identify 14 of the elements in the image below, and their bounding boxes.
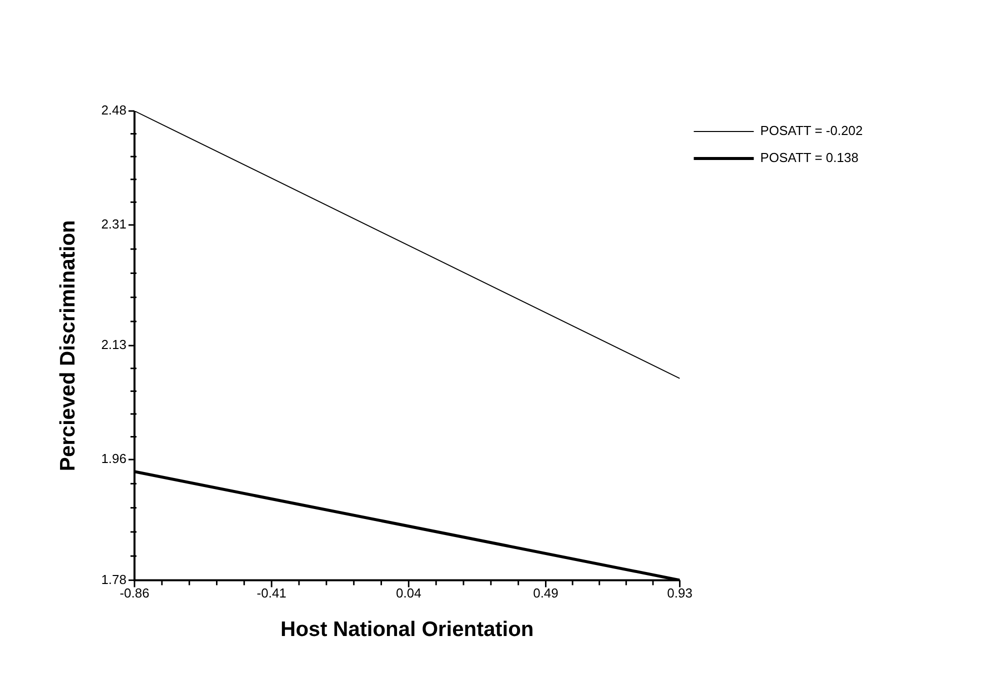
y-tick-label: 1.96 bbox=[101, 451, 126, 466]
x-tick-label: -0.86 bbox=[120, 586, 150, 601]
x-tick-label: 0.04 bbox=[396, 586, 422, 601]
y-tick-label: 2.31 bbox=[101, 216, 126, 232]
y-axis-title: Percieved Discrimination bbox=[56, 220, 80, 472]
y-tick-label: 2.48 bbox=[101, 102, 126, 118]
x-tick-label: -0.41 bbox=[256, 586, 286, 601]
x-axis-title: Host National Orientation bbox=[280, 618, 534, 642]
x-tick-label: 0.49 bbox=[533, 586, 558, 601]
y-tick-label: 2.13 bbox=[101, 337, 126, 352]
legend-label: POSATT = 0.138 bbox=[760, 150, 858, 166]
legend-label: POSATT = -0.202 bbox=[760, 123, 863, 138]
y-tick-label: 1.78 bbox=[101, 572, 126, 587]
x-tick-label: 0.93 bbox=[667, 586, 692, 601]
